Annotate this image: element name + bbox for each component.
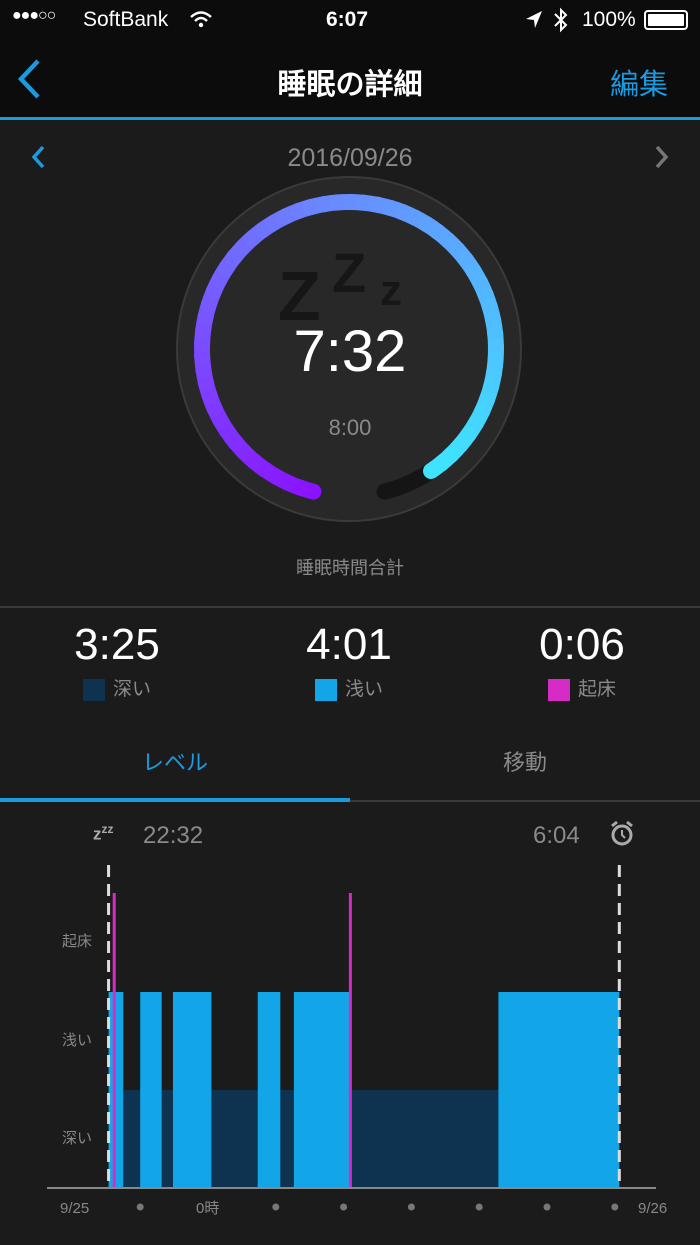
awake-mark: [348, 893, 352, 1188]
stat-deep: 3:25 深い: [17, 620, 217, 701]
total-sleep-caption: 睡眠時間合計: [296, 558, 404, 578]
light-legend-swatch: [314, 678, 337, 701]
edit-button[interactable]: 編集: [610, 69, 669, 101]
ring-progress-segment: [423, 455, 450, 479]
page-title: 睡眠の詳細: [277, 69, 423, 101]
deep-sleep-bar: [280, 1090, 295, 1188]
light-sleep-bar: [293, 992, 351, 1188]
x-tick-end: 9/26: [638, 1200, 667, 1217]
x-tick-start: 9/25: [60, 1200, 89, 1217]
bluetooth-icon: [554, 7, 568, 33]
svg-text:Z: Z: [278, 257, 321, 335]
battery-percent: 100%: [582, 8, 636, 31]
hour-tick-dot: [136, 1203, 144, 1211]
svg-text:Z: Z: [332, 241, 366, 304]
awake-legend-swatch: [547, 678, 570, 701]
stat-light: 4:01 浅い: [249, 620, 449, 701]
next-date-icon[interactable]: [652, 144, 672, 170]
stat-value: 0:06: [539, 620, 625, 669]
stat-value: 4:01: [306, 620, 392, 669]
light-sleep-bar: [172, 992, 212, 1188]
y-label-deep: 深い: [62, 1130, 92, 1147]
x-tick-midnight: 0時: [196, 1200, 219, 1217]
tab-divider: [0, 800, 700, 802]
back-chevron-icon[interactable]: [14, 58, 44, 100]
hour-tick-dot: [611, 1203, 619, 1211]
date-label: 2016/09/26: [287, 144, 413, 172]
previous-date-icon[interactable]: [28, 144, 48, 170]
hour-tick-dot: [475, 1203, 483, 1211]
carrier-label: SoftBank: [83, 8, 169, 31]
clock: 6:07: [326, 8, 369, 31]
tab-active-indicator: [0, 798, 350, 802]
deep-sleep-bar: [123, 1090, 141, 1188]
tab-movement[interactable]: 移動: [502, 750, 547, 775]
light-sleep-bar: [140, 992, 162, 1188]
stat-awake: 0:06 起床: [482, 620, 682, 701]
ring-progress-arc: [194, 194, 504, 500]
svg-text:z: z: [380, 266, 402, 315]
light-sleep-bar: [108, 992, 124, 1188]
ring-background: [176, 176, 522, 522]
divider: [0, 606, 700, 608]
location-arrow-icon: [526, 11, 542, 28]
y-label-light: 浅い: [62, 1032, 92, 1049]
battery-icon: [644, 10, 688, 30]
stat-label: 浅い: [344, 679, 383, 700]
deep-sleep-bar: [350, 1090, 499, 1188]
stat-label: 起床: [577, 679, 616, 700]
sleep-start-icon: zzz: [93, 822, 114, 844]
sleep-goal: 8:00: [328, 415, 372, 440]
wake-time: 6:04: [533, 822, 580, 849]
deep-sleep-bar: [161, 1090, 174, 1188]
alarm-clock-icon: [611, 820, 633, 846]
status-bar: ●●●○○ SoftBank 6:07 100%: [0, 0, 700, 40]
y-label-awake: 起床: [62, 933, 92, 950]
stat-value: 3:25: [74, 620, 160, 669]
total-sleep-time: 7:32: [293, 319, 407, 384]
hour-tick-dot: [340, 1203, 348, 1211]
signal-strength-icon: ●●●○○: [12, 7, 56, 24]
deep-legend-swatch: [82, 678, 105, 701]
stat-label: 深い: [112, 679, 151, 700]
hour-tick-dot: [407, 1203, 415, 1211]
light-sleep-bar: [257, 992, 281, 1188]
nav-bar: 睡眠の詳細 編集: [0, 40, 700, 120]
tab-level[interactable]: レベル: [141, 750, 208, 775]
wifi-icon: [190, 11, 212, 28]
hour-tick-dot: [272, 1203, 280, 1211]
deep-sleep-bar: [211, 1090, 259, 1188]
hour-tick-dot: [543, 1203, 551, 1211]
stats-row: 3:25 深い 4:01 浅い 0:06 起床: [0, 620, 700, 710]
awake-mark: [112, 893, 116, 1188]
light-sleep-bar: [498, 992, 620, 1188]
sleep-start-time: 22:32: [143, 822, 204, 849]
